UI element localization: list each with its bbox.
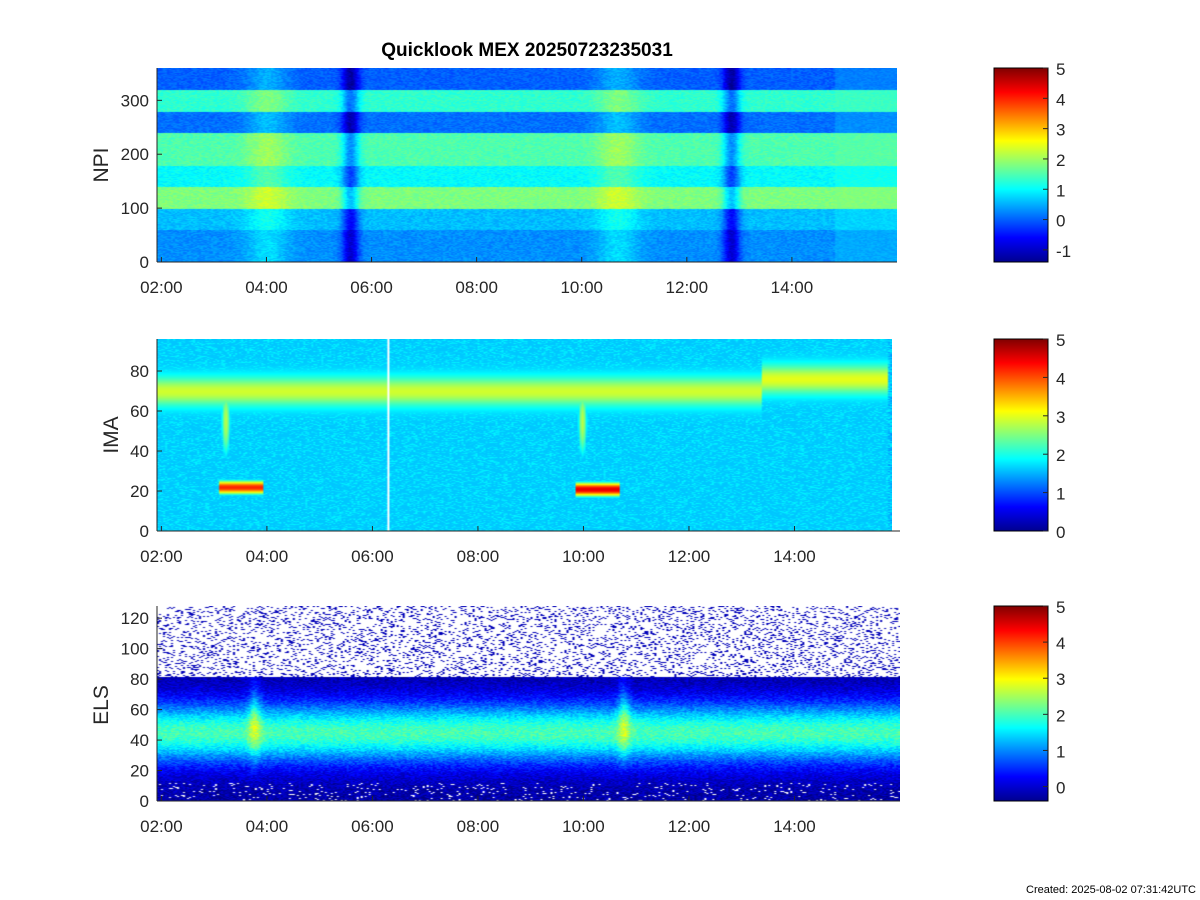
ima-spectrogram — [157, 339, 892, 531]
npi-colorbar-tick-label: 1 — [1056, 181, 1065, 200]
els-colorbar-tick-label: 2 — [1056, 706, 1065, 725]
els-colorbar-tick-label: 4 — [1056, 634, 1065, 653]
ima-y-tick-label: 60 — [130, 402, 149, 421]
npi-colorbar-tick-label: 5 — [1056, 60, 1065, 79]
ima-colorbar-tick-label: 4 — [1056, 369, 1065, 388]
els-y-tick-label: 20 — [130, 762, 149, 781]
els-colorbar-tick-label: 3 — [1056, 670, 1065, 689]
npi-y-tick-label: 200 — [121, 145, 149, 164]
ima-colorbar-tick-label: 5 — [1056, 331, 1065, 350]
npi-x-tick-label: 08:00 — [455, 278, 498, 297]
ima-y-tick-label: 80 — [130, 362, 149, 381]
npi-x-tick-label: 04:00 — [245, 278, 288, 297]
npi-x-tick-label: 12:00 — [666, 278, 709, 297]
npi-colorbar-tick-label: 2 — [1056, 151, 1065, 170]
ima-x-tick-label: 12:00 — [668, 547, 711, 566]
els-x-tick-label: 14:00 — [773, 817, 816, 836]
ima-x-tick-label: 04:00 — [246, 547, 289, 566]
npi-y-tick-label: 100 — [121, 199, 149, 218]
npi-colorbar-tick-label: 4 — [1056, 90, 1065, 109]
els-x-tick-label: 12:00 — [668, 817, 711, 836]
npi-colorbar: -1 0 1 2 3 4 5 — [993, 60, 1071, 263]
npi-colorbar-tick-label: 0 — [1056, 212, 1065, 231]
els-y-tick-label: 80 — [130, 670, 149, 689]
npi-y-tick-label: 0 — [140, 253, 149, 272]
els-y-tick-label: 100 — [121, 640, 149, 659]
els-y-tick-label: 0 — [140, 792, 149, 811]
els-x-tick-label: 06:00 — [351, 817, 394, 836]
els-colorbar-tick-label: 0 — [1056, 779, 1065, 798]
ima-x-tick-label: 06:00 — [351, 547, 394, 566]
ima-y-tick-label: 0 — [140, 522, 149, 541]
els-x-tick-label: 02:00 — [140, 817, 183, 836]
els-panel: 02:00 04:00 06:00 08:00 10:00 12:00 14:0002040… — [90, 598, 1065, 836]
ima-colorbar-tick-label: 2 — [1056, 446, 1065, 465]
els-x-tick-label: 08:00 — [457, 817, 500, 836]
ima-x-tick-label: 14:00 — [773, 547, 816, 566]
els-x-tick-label: 10:00 — [562, 817, 605, 836]
ima-x-tick-label: 02:00 — [140, 547, 183, 566]
els-y-tick-label: 120 — [121, 609, 149, 628]
ima-y-tick-label: 40 — [130, 442, 149, 461]
npi-colorbar-tick-label: -1 — [1056, 242, 1071, 261]
npi-x-tick-label: 10:00 — [560, 278, 603, 297]
els-x-tick-label: 04:00 — [246, 817, 289, 836]
els-y-tick-label: 40 — [130, 731, 149, 750]
npi-colorbar-tick-label: 3 — [1056, 121, 1065, 140]
ima-y-tick-label: 20 — [130, 482, 149, 501]
ima-panel: 02:00 04:00 06:00 08:00 10:00 12:00 14:0002040… — [100, 331, 1065, 566]
ima-x-tick-label: 10:00 — [562, 547, 605, 566]
ima-colorbar-tick-label: 1 — [1056, 485, 1065, 504]
ima-x-tick-label: 08:00 — [457, 547, 500, 566]
npi-x-tick-label: 14:00 — [771, 278, 814, 297]
npi-axes: 02:00 04:00 06:00 08:00 10:00 12:00 14:00 0 100 2… — [121, 68, 897, 297]
ima-colorbar: 0 1 2 3 4 5 — [993, 331, 1065, 542]
els-colorbar-tick-label: 5 — [1056, 598, 1065, 617]
npi-x-tick-label: 06:00 — [350, 278, 393, 297]
npi-ylabel: NPI — [90, 147, 113, 182]
els-y-tick-label: 60 — [130, 701, 149, 720]
els-ylabel: ELS — [90, 685, 113, 725]
created-timestamp: Created: 2025-08-02 07:31:42UTC — [1026, 884, 1196, 896]
els-spectrogram — [157, 606, 900, 801]
npi-spectrogram — [157, 68, 897, 262]
figure-title: Quicklook MEX 20250723235031 — [381, 40, 673, 61]
npi-y-tick-label: 300 — [121, 91, 149, 110]
ima-colorbar-tick-label: 3 — [1056, 408, 1065, 427]
ima-colorbar-tick-label: 0 — [1056, 523, 1065, 542]
els-colorbar: 0 1 2 3 4 5 — [993, 598, 1065, 802]
npi-x-tick-label: 02:00 — [140, 278, 183, 297]
els-colorbar-tick-label: 1 — [1056, 742, 1065, 761]
ima-ylabel: IMA — [100, 416, 123, 453]
els-axes: 02:00 04:00 06:00 08:00 10:00 12:00 14:00 0 20 40… — [121, 606, 900, 836]
npi-panel: 02:00 04:00 06:00 08:00 10:00 12:00 14:00 0 100 2… — [90, 60, 1071, 297]
ima-axes: 02:00 04:00 06:00 08:00 10:00 12:00 14:00 0 20 40… — [130, 339, 900, 566]
